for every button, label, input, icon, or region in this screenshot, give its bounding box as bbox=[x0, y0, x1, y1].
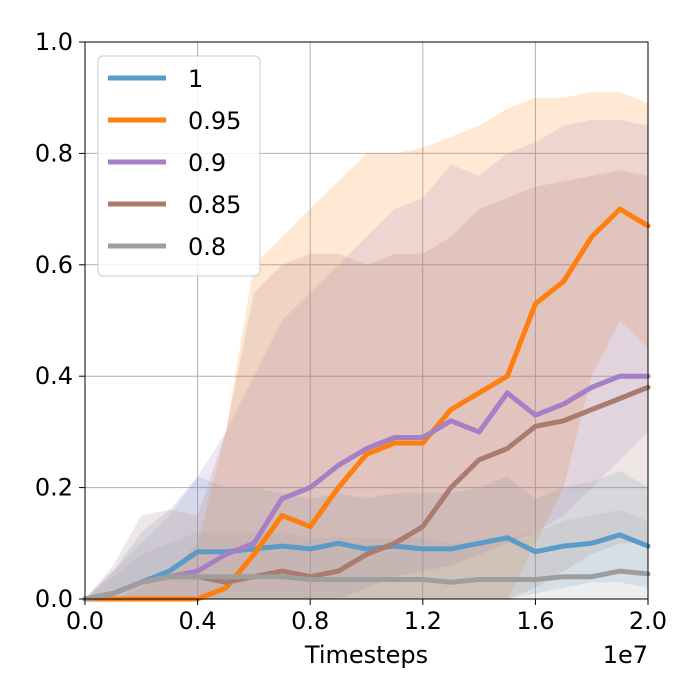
y-tick-label: 0.0 bbox=[35, 585, 73, 613]
plot-frame bbox=[84, 41, 649, 600]
legend-label-3: 0.85 bbox=[188, 191, 241, 219]
x-tick-label: 1.6 bbox=[516, 607, 554, 635]
confidence-bands bbox=[85, 92, 648, 599]
band-series-1 bbox=[85, 92, 648, 599]
band-series-0 bbox=[85, 470, 648, 599]
y-tick-label: 1.0 bbox=[35, 28, 73, 56]
band-series-2 bbox=[85, 120, 648, 599]
y-tick-label: 0.8 bbox=[35, 139, 73, 167]
x-tick-label: 0.8 bbox=[291, 607, 329, 635]
band-series-3 bbox=[85, 170, 648, 599]
legend: 1 0.95 0.9 0.85 0.8 bbox=[97, 55, 261, 277]
y-tick-label: 0.4 bbox=[35, 362, 73, 390]
legend-label-4: 0.8 bbox=[188, 233, 226, 261]
y-tick-label: 0.2 bbox=[35, 474, 73, 502]
axis-ticks: 0.0 0.4 0.8 1.2 1.6 2.0 0.0 0.2 0.4 0.6 0.8 1.0 bbox=[35, 28, 667, 635]
x-tick-label: 0.4 bbox=[179, 607, 217, 635]
line-series-4 bbox=[82, 568, 651, 602]
legend-label-2: 0.9 bbox=[188, 149, 226, 177]
legend-label-0: 1 bbox=[188, 65, 203, 93]
x-axis-offset-label: 1e7 bbox=[603, 641, 648, 669]
grid bbox=[84, 41, 649, 600]
x-tick-label: 1.2 bbox=[404, 607, 442, 635]
x-tick-label: 0.0 bbox=[66, 607, 104, 635]
x-tick-label: 2.0 bbox=[629, 607, 667, 635]
x-axis-label: Timesteps bbox=[304, 641, 428, 669]
legend-box bbox=[97, 55, 261, 277]
line-series-0 bbox=[82, 532, 651, 602]
legend-label-1: 0.95 bbox=[188, 107, 241, 135]
y-tick-label: 0.6 bbox=[35, 251, 73, 279]
